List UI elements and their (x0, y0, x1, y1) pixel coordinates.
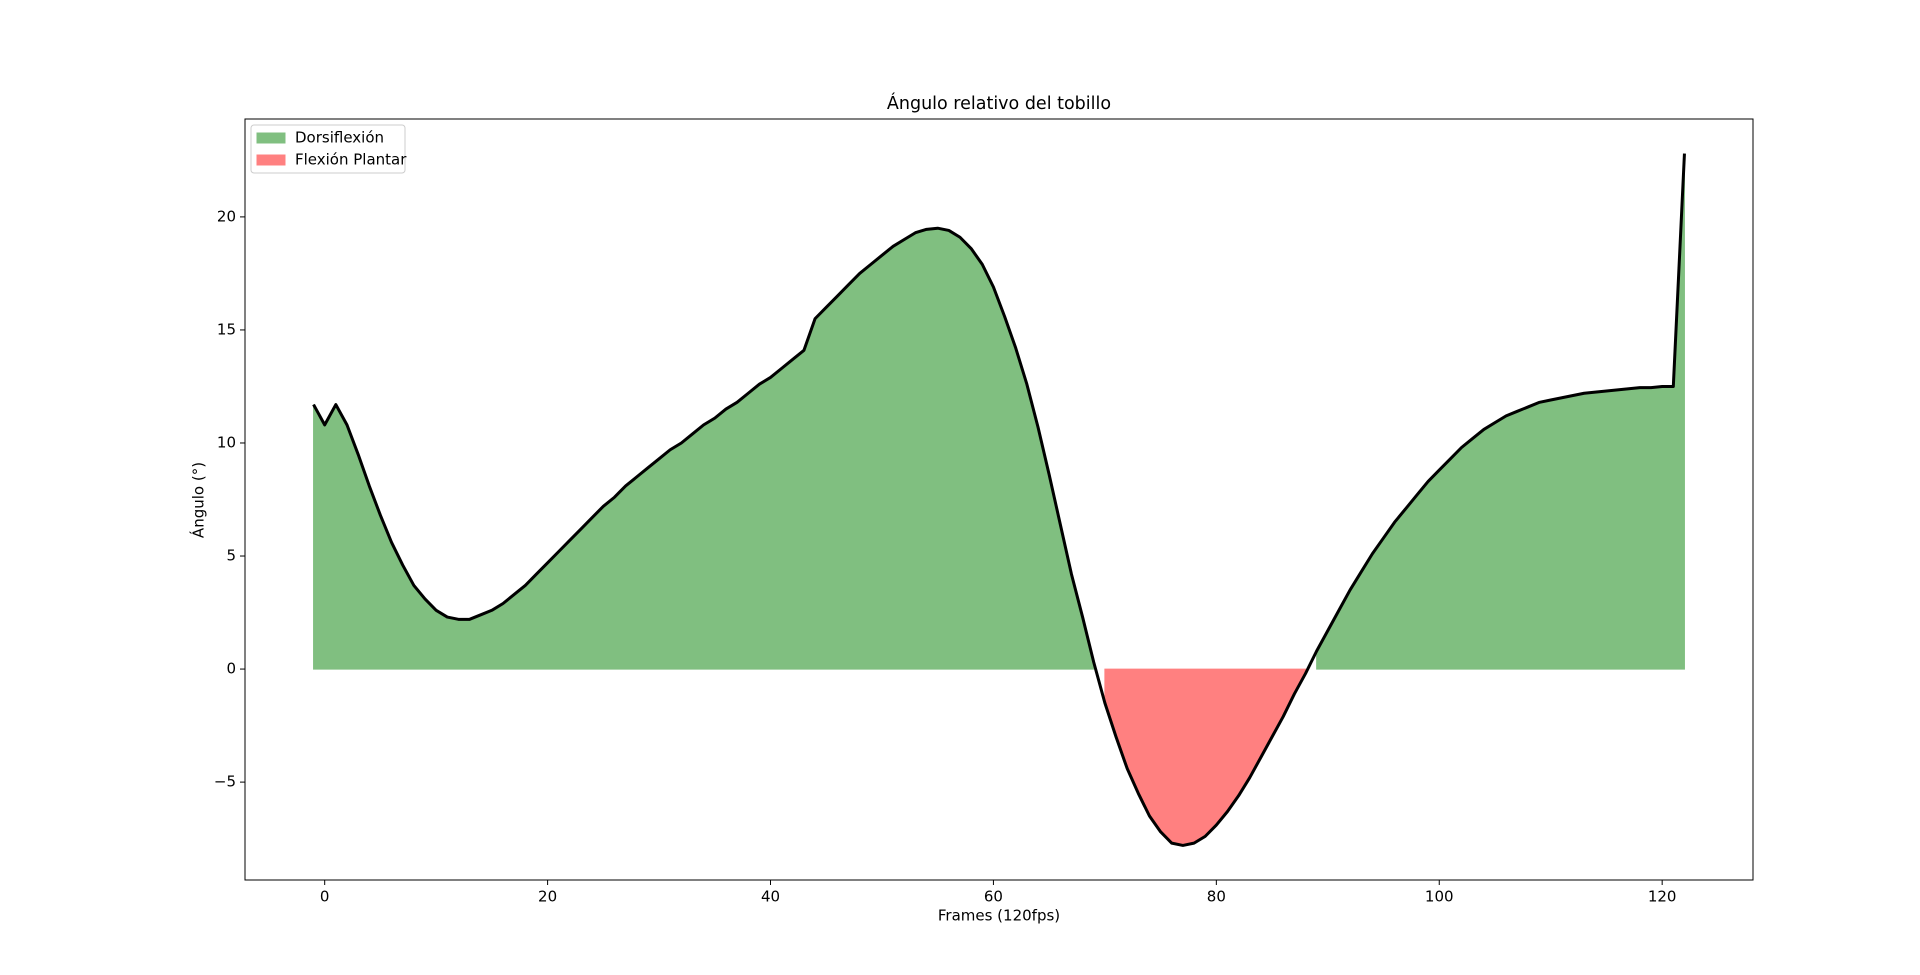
y-axis-label: Ángulo (°) (189, 462, 208, 538)
chart-title: Ángulo relativo del tobillo (887, 92, 1111, 114)
x-tick-label: 120 (1648, 888, 1677, 906)
x-tick-label: 0 (320, 888, 330, 906)
angle-line (312, 153, 1686, 847)
x-tick-label: 40 (761, 888, 780, 906)
y-tick-label: 0 (226, 660, 236, 678)
x-tick-label: 100 (1425, 888, 1454, 906)
dorsiflexion-area (1316, 153, 1685, 670)
x-tick-label: 80 (1207, 888, 1226, 906)
legend-label: Dorsiflexión (295, 129, 384, 147)
y-tick-label: 20 (217, 207, 236, 225)
legend-label: Flexión Plantar (295, 151, 407, 169)
x-tick-label: 60 (984, 888, 1003, 906)
y-tick-label: 5 (226, 547, 236, 565)
plantar-flexion-area (1104, 668, 1306, 846)
x-axis-label: Frames (120fps) (938, 907, 1060, 925)
y-tick-label: 15 (217, 320, 236, 338)
plot-frame (244, 118, 1754, 881)
legend-swatch (256, 132, 286, 144)
y-tick-label: −5 (214, 773, 236, 791)
legend-swatch (256, 154, 286, 166)
y-tick-label: 10 (217, 433, 236, 451)
x-tick-label: 20 (538, 888, 557, 906)
legend-box (250, 124, 406, 174)
